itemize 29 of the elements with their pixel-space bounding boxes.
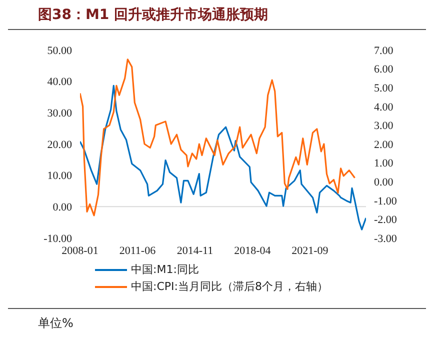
chart-title: 图38：M1 回升或推升市场通胀预期 <box>8 0 426 30</box>
y2-tick-label: 6.00 <box>374 64 394 76</box>
y-tick-label: 10.00 <box>47 170 72 182</box>
x-tick-label: 2021-09 <box>292 244 329 257</box>
y2-tick-label: 3.00 <box>374 120 394 132</box>
y2-tick-label: 1.00 <box>374 158 394 170</box>
y2-tick-label: -2.00 <box>374 214 398 226</box>
y-tick-label: 30.00 <box>47 108 72 120</box>
line-series <box>80 58 356 216</box>
x-tick-label: 2014-11 <box>176 244 214 257</box>
x-tick-label: 2018-04 <box>234 244 272 257</box>
x-tick-label: 2008-01 <box>62 244 98 257</box>
line-series <box>80 84 366 230</box>
text: 单位% <box>38 316 74 330</box>
y2-tick-label: 5.00 <box>374 82 394 95</box>
y2-tick-label: 0.00 <box>374 176 394 189</box>
y-tick-label: 20.00 <box>47 138 72 151</box>
legend-label: 中国:CPI:当月同比（滞后8个月，右轴） <box>131 279 328 294</box>
y-tick-label: 50.00 <box>47 44 72 57</box>
y2-tick-label: 4.00 <box>374 101 394 114</box>
y-tick-label: -10.00 <box>44 232 72 245</box>
y2-tick-label: -3.00 <box>374 232 398 245</box>
x-tick-label: 2011-06 <box>119 244 156 257</box>
y2-tick-label: -1.00 <box>374 195 398 208</box>
y-tick-label: 40.00 <box>47 76 72 88</box>
legend-label: 中国:M1:同比 <box>131 262 199 277</box>
y-tick-label: 0.00 <box>52 202 72 214</box>
y2-tick-label: 7.00 <box>374 44 394 57</box>
y2-tick-label: 2.00 <box>374 138 394 151</box>
